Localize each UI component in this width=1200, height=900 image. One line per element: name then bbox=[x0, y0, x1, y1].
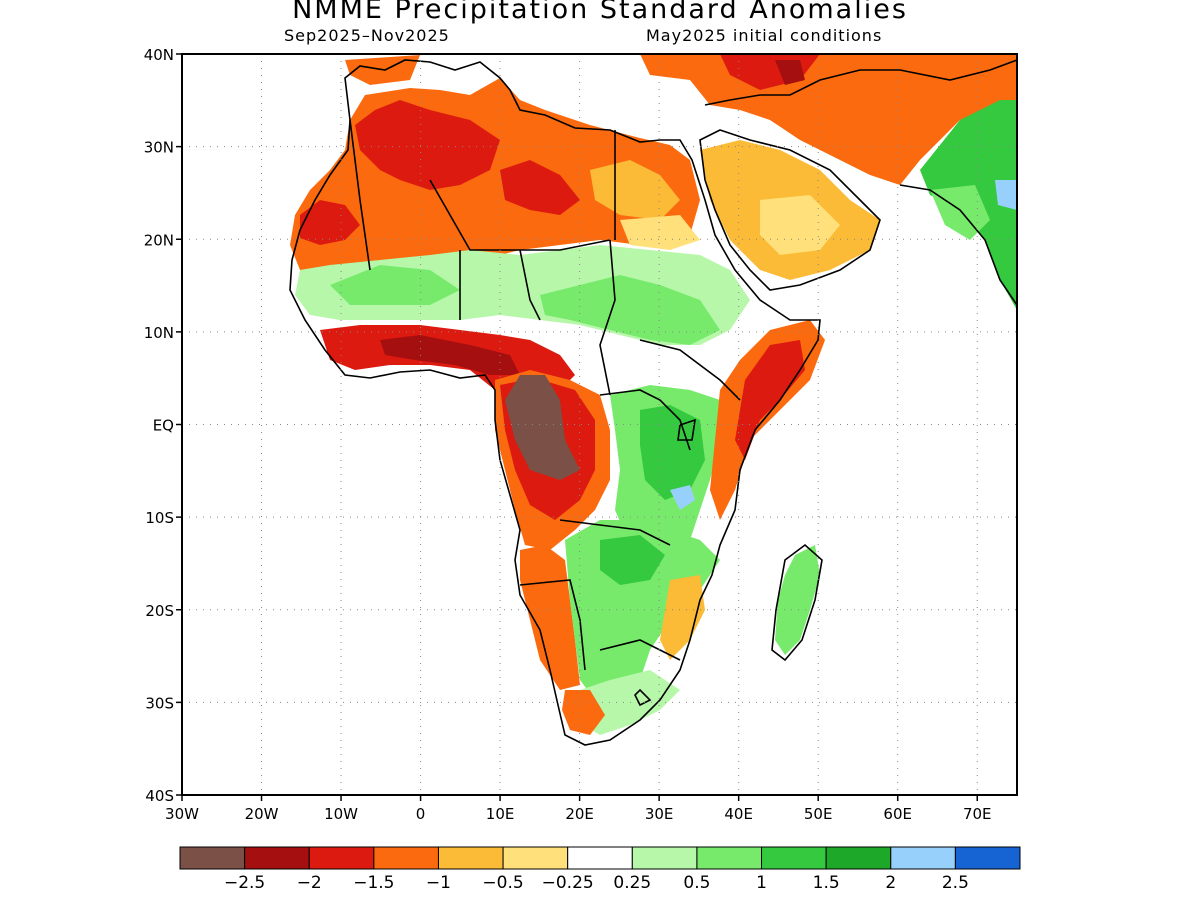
anomaly-india-wet bbox=[995, 180, 1017, 210]
colorbar-swatch bbox=[696, 846, 763, 870]
lon-tick-label: 50E bbox=[804, 805, 833, 823]
forecast-period: Sep2025–Nov2025 bbox=[284, 26, 450, 45]
colorbar-swatch bbox=[502, 846, 569, 870]
anomaly-great-lakes-strong bbox=[640, 405, 705, 500]
anomaly-cape bbox=[562, 690, 605, 735]
lon-tick-label: 10E bbox=[486, 805, 515, 823]
colorbar-swatch bbox=[631, 846, 698, 870]
colorbar-label: −1 bbox=[426, 873, 451, 893]
colorbar-label: −1.5 bbox=[353, 873, 394, 893]
anomaly-gulf-extreme bbox=[380, 335, 520, 375]
colorbar-swatch bbox=[437, 846, 504, 870]
lat-tick-label: 10S bbox=[145, 509, 174, 527]
map-plot-area bbox=[182, 54, 1017, 795]
colorbar-label: −2 bbox=[297, 873, 322, 893]
lat-tick-label: 10N bbox=[144, 324, 174, 342]
colorbar-swatch bbox=[954, 846, 1021, 870]
lon-tick-label: 40E bbox=[724, 805, 753, 823]
colorbar-label: 1 bbox=[756, 873, 767, 893]
lat-tick-label: 40N bbox=[144, 46, 174, 64]
anomaly-southern-africa-strong bbox=[600, 535, 665, 585]
anomaly-north-africa-strong-2 bbox=[500, 160, 580, 215]
colorbar-swatch bbox=[373, 846, 439, 870]
anomaly-sahel-moderate-2 bbox=[540, 275, 720, 345]
lat-tick-label: 30S bbox=[145, 694, 174, 712]
anomaly-lake-wet bbox=[670, 485, 695, 510]
lon-tick-label: 30E bbox=[645, 805, 674, 823]
lon-tick-label: 0 bbox=[416, 805, 426, 823]
colorbar-swatch bbox=[890, 846, 956, 870]
lat-tick-label: 30N bbox=[144, 139, 174, 157]
lon-tick-label: 30W bbox=[165, 805, 199, 823]
lat-tick-label: EQ bbox=[153, 417, 174, 435]
anomaly-north-mild bbox=[590, 160, 680, 220]
lon-tick-label: 20W bbox=[245, 805, 279, 823]
anomaly-horn-strong bbox=[735, 340, 805, 460]
colorbar-swatch bbox=[567, 846, 633, 870]
colorbar-label: 0.5 bbox=[683, 873, 710, 893]
anomaly-north-africa-strong bbox=[355, 100, 500, 190]
anomaly-north-mild-2 bbox=[620, 215, 700, 250]
colorbar-swatch bbox=[308, 846, 375, 870]
lon-tick-label: 10W bbox=[324, 805, 358, 823]
colorbar-label: 2 bbox=[885, 873, 896, 893]
lat-tick-label: 20S bbox=[145, 602, 174, 620]
lat-tick-label: 20N bbox=[144, 231, 174, 249]
coastline bbox=[289, 59, 1017, 746]
lon-tick-label: 70E bbox=[963, 805, 992, 823]
colorbar-swatch bbox=[179, 846, 246, 870]
colorbar-swatch bbox=[244, 846, 310, 870]
chart-title: NMME Precipitation Standard Anomalies bbox=[292, 0, 908, 25]
lat-tick-label: 40S bbox=[145, 787, 174, 805]
colorbar-label: −0.25 bbox=[542, 873, 594, 893]
anomaly-madagascar bbox=[775, 545, 820, 655]
colorbar-label: 0.25 bbox=[613, 873, 651, 893]
lon-tick-label: 20E bbox=[565, 805, 594, 823]
colorbar-label: −0.5 bbox=[482, 873, 523, 893]
anomaly-mozambique bbox=[660, 575, 705, 660]
anomaly-eurasia-extreme bbox=[775, 60, 805, 85]
colorbar: −2.5 −2 −1.5 −1 −0.5 −0.25 0.25 0.5 1 1.5 2 2.5 bbox=[179, 846, 1021, 893]
colorbar-label: −2.5 bbox=[224, 873, 265, 893]
anomaly-eurasia bbox=[640, 54, 1017, 185]
initial-conditions: May2025 initial conditions bbox=[646, 26, 883, 45]
lon-tick-label: 60E bbox=[883, 805, 912, 823]
anomaly-congo-basin bbox=[505, 375, 580, 480]
colorbar-swatch bbox=[825, 846, 892, 870]
anomaly-india-mild bbox=[930, 185, 990, 240]
colorbar-label: 1.5 bbox=[813, 873, 840, 893]
anomaly-west-sahara bbox=[300, 200, 360, 245]
colorbar-label: 2.5 bbox=[942, 873, 969, 893]
anomaly-arabia-mild bbox=[760, 195, 840, 255]
colorbar-swatch bbox=[761, 846, 827, 870]
anomaly-sahel-moderate bbox=[330, 265, 460, 305]
